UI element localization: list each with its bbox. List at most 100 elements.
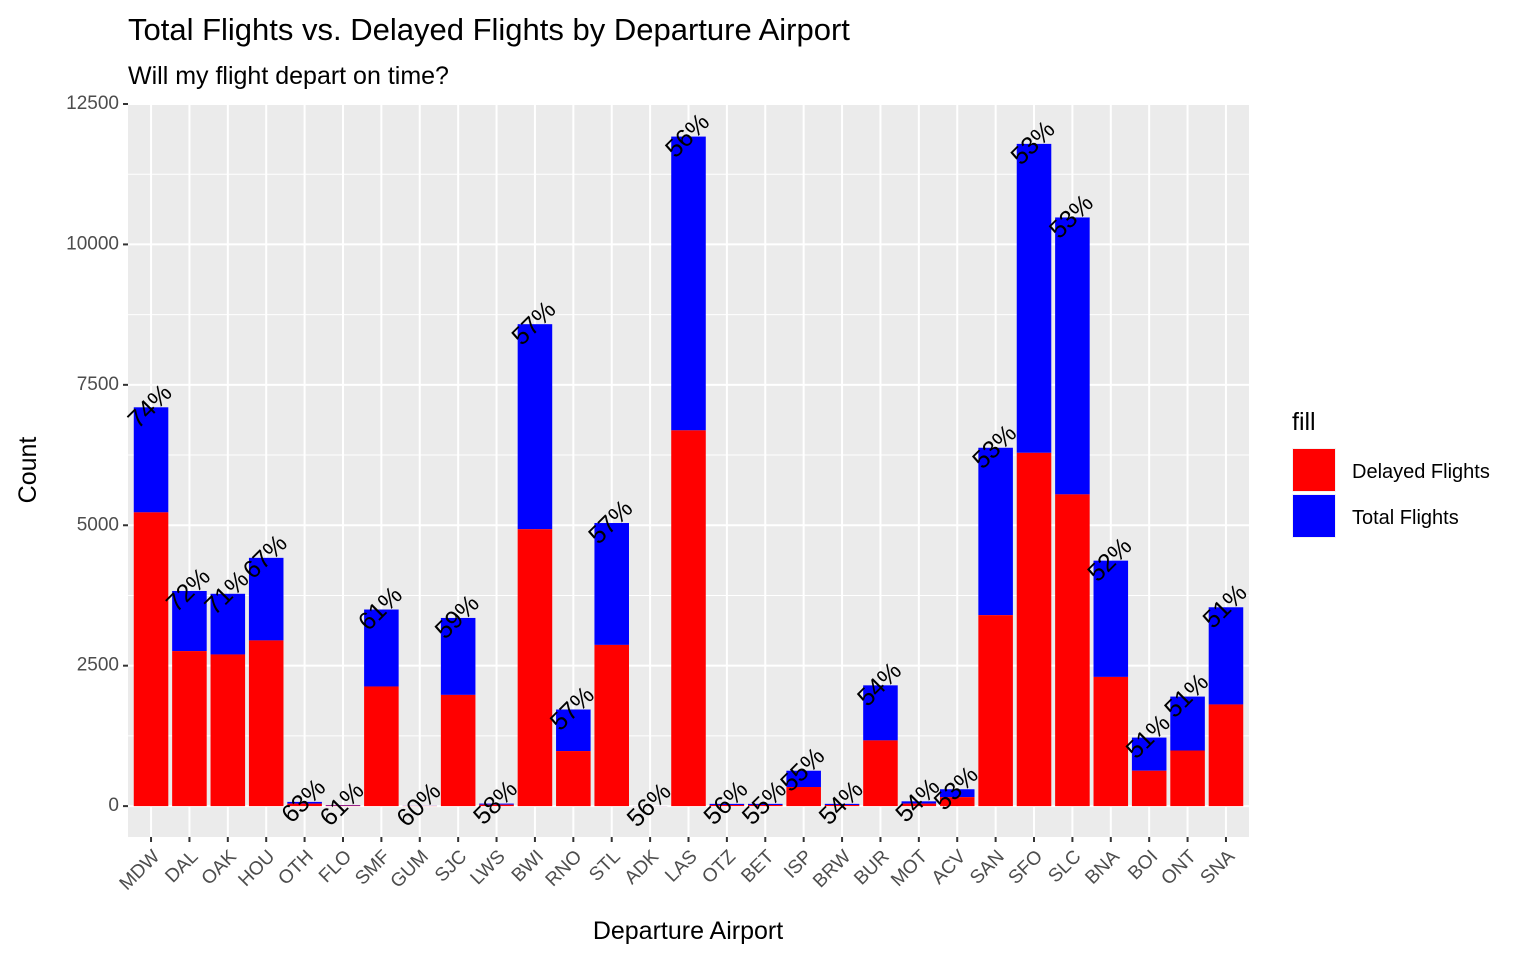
bar-delayed-bet <box>748 804 783 807</box>
x-tick-label-oak: OAK <box>198 846 241 889</box>
x-tick-label-oth: OTH <box>274 846 317 889</box>
bar-delayed-rno <box>556 751 591 807</box>
y-tick-label: 2500 <box>77 655 119 676</box>
x-tick-label-rno: RNO <box>542 846 587 891</box>
bar-delayed-stl <box>594 644 629 807</box>
x-tick-label-bna: BNA <box>1081 846 1124 889</box>
x-axis-title: Departure Airport <box>593 917 783 945</box>
y-tick-label: 5000 <box>77 514 119 535</box>
bar-delayed-sfo <box>1016 452 1052 807</box>
bar-total-stl <box>594 523 629 645</box>
x-tick-label-ont: ONT <box>1157 846 1200 889</box>
x-tick-label-san: SAN <box>966 846 1008 888</box>
bar-total-oak <box>210 593 246 655</box>
x-tick-label-sna: SNA <box>1197 846 1240 889</box>
x-tick-label-dal: DAL <box>161 846 202 887</box>
bar-delayed-mot <box>901 803 937 807</box>
bar-delayed-otz <box>709 804 745 807</box>
x-tick-label-mot: MOT <box>887 846 932 891</box>
legend-label-delayed: Delayed Flights <box>1352 461 1490 483</box>
bar-total-brw <box>824 803 860 805</box>
bar-total-oth <box>287 801 322 804</box>
bar-delayed-isp <box>786 787 821 807</box>
bar-total-dal <box>172 590 207 652</box>
bar-total-boi <box>1131 737 1167 771</box>
bar-delayed-sna <box>1208 704 1244 807</box>
x-tick-label-smf: SMF <box>351 846 394 889</box>
x-tick-label-sfo: SFO <box>1005 846 1047 888</box>
y-axis-ticks: 0 2500 5000 7500 10000 12500 <box>66 93 128 816</box>
legend: fill Delayed Flights Total Flights <box>1292 408 1490 538</box>
bar-total-mdw <box>133 407 169 513</box>
bar-delayed-hou <box>248 640 284 807</box>
bar-total-ont <box>1170 696 1205 751</box>
legend-swatch-total <box>1293 495 1335 537</box>
bar-total-bna <box>1093 560 1129 677</box>
bar-total-san <box>978 447 1013 616</box>
x-tick-label-stl: STL <box>585 846 624 885</box>
bar-total-bet <box>748 803 783 805</box>
y-tick-label: 0 <box>108 795 119 816</box>
bar-delayed-oth <box>287 803 322 807</box>
bar-total-otz <box>709 803 745 805</box>
bar-delayed-slc <box>1055 494 1090 807</box>
bar-delayed-dal <box>172 651 207 807</box>
bar-delayed-mdw <box>133 512 169 807</box>
x-tick-label-bur: BUR <box>850 846 893 889</box>
legend-title: fill <box>1292 408 1316 436</box>
x-tick-label-lws: LWS <box>467 846 510 889</box>
bars <box>133 136 1244 807</box>
bar-total-mot <box>901 801 937 804</box>
x-tick-label-hou: HOU <box>235 846 280 891</box>
bar-total-sna <box>1208 607 1244 705</box>
y-tick-label: 12500 <box>66 93 119 114</box>
bar-delayed-lws <box>479 804 514 807</box>
bar-delayed-smf <box>364 686 399 807</box>
bar-delayed-oak <box>210 654 246 807</box>
bar-total-slc <box>1055 217 1090 495</box>
bar-delayed-boi <box>1131 770 1167 807</box>
bar-delayed-san <box>978 615 1013 807</box>
y-tick-label: 7500 <box>77 374 119 395</box>
bar-delayed-ont <box>1170 750 1205 807</box>
x-tick-label-brw: BRW <box>809 846 855 892</box>
bar-total-smf <box>364 609 399 687</box>
x-tick-label-otz: OTZ <box>698 846 740 888</box>
bar-total-bur <box>863 685 898 741</box>
chart-title: Total Flights vs. Delayed Flights by Dep… <box>128 12 850 47</box>
x-tick-label-sjc: SJC <box>431 846 471 886</box>
legend-swatch-delayed <box>1293 449 1335 491</box>
bar-delayed-brw <box>824 804 860 807</box>
x-tick-label-gum: GUM <box>387 846 433 892</box>
bar-total-sfo <box>1016 143 1052 453</box>
x-tick-label-acv: ACV <box>928 846 971 889</box>
bar-total-hou <box>248 557 284 641</box>
chart-subtitle: Will my flight depart on time? <box>128 62 449 90</box>
y-tick-label: 10000 <box>66 233 119 254</box>
x-tick-label-flo: FLO <box>315 846 356 887</box>
x-tick-label-adk: ADK <box>621 846 664 889</box>
bar-delayed-acv <box>939 797 975 807</box>
legend-label-total: Total Flights <box>1352 507 1459 529</box>
x-tick-label-slc: SLC <box>1044 846 1085 887</box>
x-axis-ticks: MDWDALOAKHOUOTHFLOSMFGUMSJCLWSBWIRNOSTLA… <box>116 837 1240 895</box>
bar-total-isp <box>786 770 821 788</box>
bar-total-rno <box>556 709 591 752</box>
bar-delayed-bna <box>1093 676 1129 807</box>
bar-total-lws <box>479 803 514 805</box>
bar-total-las <box>671 136 706 431</box>
bar-total-acv <box>939 789 975 798</box>
bar-delayed-bwi <box>517 529 553 807</box>
bar-delayed-flo <box>325 805 361 807</box>
x-tick-label-bet: BET <box>737 846 778 887</box>
x-tick-label-las: LAS <box>661 846 701 886</box>
bar-delayed-sjc <box>440 694 476 807</box>
bar-total-sjc <box>440 617 476 695</box>
bar-delayed-bur <box>863 740 898 807</box>
y-axis-title: Count <box>14 437 42 504</box>
bar-delayed-las <box>671 430 706 807</box>
bar-total-bwi <box>517 324 553 530</box>
x-tick-label-bwi: BWI <box>508 846 548 886</box>
x-tick-label-boi: BOI <box>1124 846 1162 884</box>
